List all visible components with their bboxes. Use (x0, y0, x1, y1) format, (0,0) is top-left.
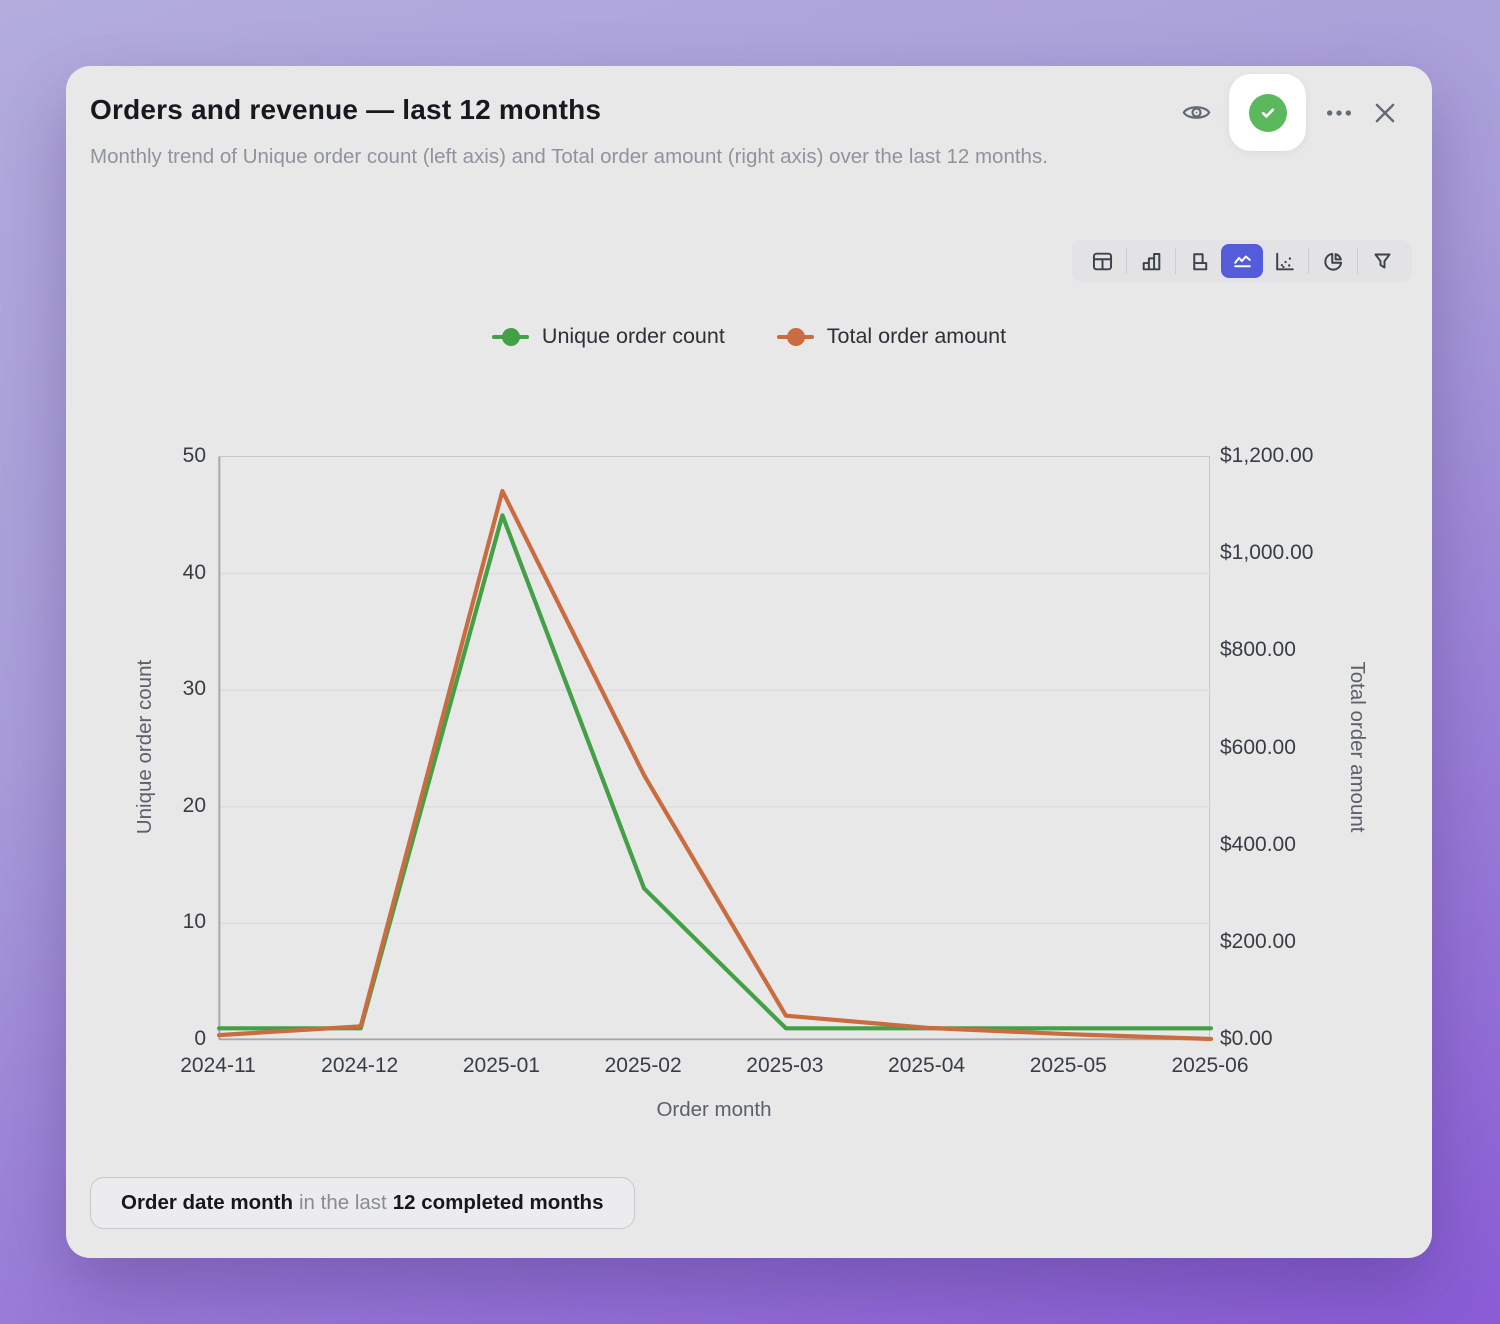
x-tick-label: 2025-05 (1029, 1054, 1107, 1077)
left-tick-label: 40 (182, 560, 206, 584)
left-axis-title: Unique order count (133, 659, 156, 835)
check-circle-icon (1248, 93, 1287, 132)
toolbar-divider (1308, 248, 1309, 274)
x-tick-label: 2025-04 (888, 1054, 966, 1077)
eye-icon (1181, 97, 1212, 128)
approve-button[interactable] (1229, 74, 1306, 151)
filter-operator: in the last (299, 1191, 387, 1214)
chart-type-scatter-button[interactable] (1263, 244, 1305, 278)
more-options-button[interactable] (1316, 74, 1362, 151)
x-axis-title: Order month (656, 1098, 772, 1121)
chart-modal: Orders and revenue — last 12 months Mont… (66, 66, 1432, 1258)
x-tick-label: 2025-02 (604, 1054, 682, 1077)
left-tick-label: 30 (182, 677, 206, 701)
chart-type-area-button[interactable] (1221, 244, 1263, 278)
chart-legend: Unique order count Total order amount (66, 324, 1432, 349)
legend-item-unique-order-count[interactable]: Unique order count (491, 324, 725, 349)
right-tick-label: $1,000.00 (1220, 541, 1314, 565)
header-actions (1173, 74, 1408, 151)
table-icon (1090, 249, 1115, 274)
chart-type-bar-button[interactable] (1130, 244, 1172, 278)
legend-item-total-order-amount[interactable]: Total order amount (776, 324, 1007, 349)
close-icon (1370, 98, 1400, 128)
close-button[interactable] (1362, 74, 1408, 151)
x-tick-label: 2025-01 (462, 1054, 540, 1077)
legend-label: Unique order count (541, 324, 725, 348)
right-tick-label: $600.00 (1220, 735, 1296, 759)
toolbar-divider (1126, 248, 1127, 274)
filter-value: 12 completed months (392, 1191, 604, 1214)
x-tick-label: 2025-03 (746, 1054, 824, 1077)
left-tick-label: 20 (182, 793, 206, 817)
toolbar-divider (1175, 248, 1176, 274)
funnel-icon (1370, 249, 1395, 274)
area-chart-icon (1230, 249, 1255, 274)
filter-field: Order date month (121, 1191, 293, 1214)
legend-label: Total order amount (826, 324, 1007, 348)
chart-plot-area[interactable] (216, 456, 1214, 1042)
left-tick-label: 10 (182, 910, 206, 934)
chart-type-toolbar (1072, 240, 1412, 282)
chart-type-pie-button[interactable] (1312, 244, 1354, 278)
chart-type-row-button[interactable] (1179, 244, 1221, 278)
right-tick-label: $1,200.00 (1220, 444, 1314, 467)
x-axis-ticks: 2024-11 2024-12 2025-01 2025-02 2025-03 2025-… (180, 1054, 1248, 1080)
filter-chip[interactable]: Order date month in the last 12 complete… (90, 1177, 635, 1229)
right-axis-title: Total order amount (1346, 661, 1369, 833)
filter-funnel-button[interactable] (1361, 244, 1403, 278)
right-tick-label: $200.00 (1220, 929, 1296, 953)
toolbar-divider (1357, 248, 1358, 274)
right-axis-ticks: $0.00 $200.00 $400.00 $600.00 $800.00 $1,000.… (1220, 444, 1350, 1050)
right-tick-label: $800.00 (1220, 638, 1296, 662)
x-tick-label: 2024-12 (321, 1054, 399, 1077)
ellipsis-icon (1323, 97, 1355, 129)
page-subtitle: Monthly trend of Unique order count (lef… (90, 145, 1048, 168)
plot-svg (216, 457, 1214, 1042)
right-tick-label: $400.00 (1220, 832, 1296, 856)
x-tick-label: 2024-11 (180, 1054, 256, 1077)
chart-type-table-button[interactable] (1081, 244, 1123, 278)
left-axis-ticks: 0 10 20 30 40 50 (106, 444, 206, 1050)
left-tick-label: 50 (182, 444, 206, 467)
pie-chart-icon (1321, 249, 1346, 274)
bar-chart-icon (1139, 249, 1164, 274)
scatter-plot-icon (1272, 249, 1297, 274)
page-title: Orders and revenue — last 12 months (90, 94, 602, 125)
legend-marker-icon (776, 327, 814, 346)
x-tick-label: 2025-06 (1171, 1054, 1249, 1077)
right-tick-label: $0.00 (1220, 1027, 1273, 1050)
row-chart-icon (1188, 249, 1213, 274)
visibility-button[interactable] (1173, 74, 1219, 151)
left-tick-label: 0 (194, 1027, 206, 1050)
legend-marker-icon (491, 327, 529, 346)
